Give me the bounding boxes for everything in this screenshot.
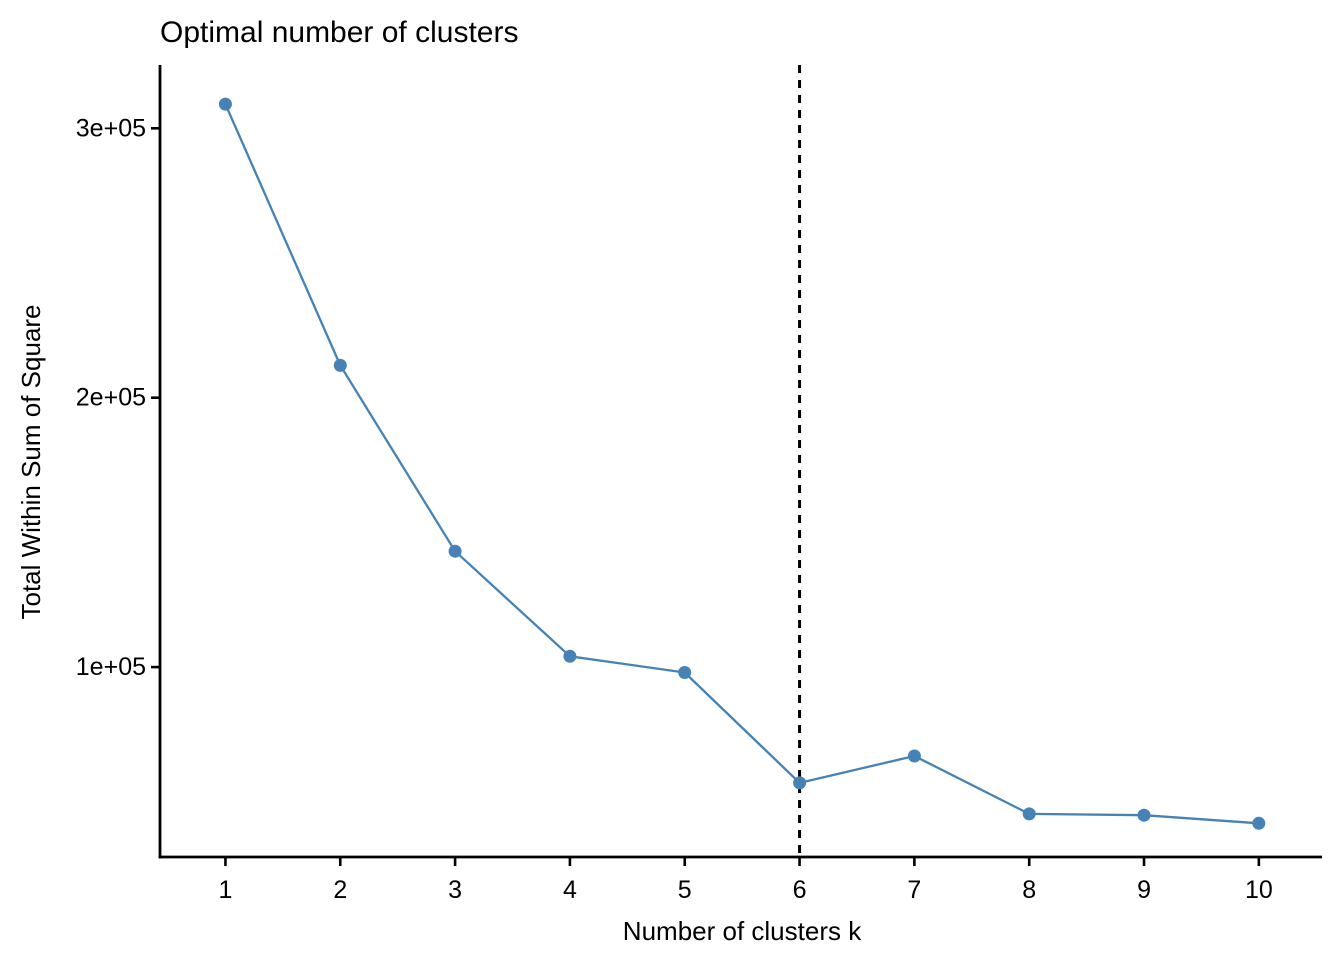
y-tick-label: 3e+05: [76, 114, 146, 142]
x-axis-label: Number of clusters k: [623, 916, 862, 946]
data-point-k3: [448, 544, 462, 558]
data-point-k5: [678, 666, 692, 679]
wss-line-series: [218, 97, 1266, 830]
x-tick-label: 5: [678, 876, 692, 904]
x-tick-label: 2: [333, 876, 347, 904]
data-point-k4: [563, 649, 577, 663]
data-point-k1: [218, 97, 232, 111]
chart-title: Optimal number of clusters: [160, 16, 518, 49]
x-tick-label: 7: [907, 876, 921, 904]
x-tick-label: 8: [1022, 876, 1036, 904]
y-axis-label: Total Within Sum of Square: [16, 304, 46, 619]
data-point-k2: [333, 358, 347, 372]
x-tick-label: 3: [448, 876, 462, 904]
axes-layer: 1 2 3 4 5 6 7 8 9 10 1e+05 2e+05 3e+05: [76, 65, 1322, 904]
x-tick-label: 1: [218, 876, 232, 904]
data-point-k10: [1252, 816, 1266, 830]
x-tick-label: 6: [793, 876, 807, 904]
data-point-k6: [793, 776, 807, 790]
y-tick-label: 2e+05: [76, 384, 146, 412]
x-tick-label: 10: [1245, 876, 1273, 904]
y-tick-label: 1e+05: [76, 653, 146, 681]
data-point-k9: [1137, 808, 1151, 822]
x-tick-label: 9: [1137, 876, 1151, 904]
data-point-k7: [907, 749, 921, 763]
data-point-k8: [1022, 807, 1036, 821]
x-tick-label: 4: [563, 876, 577, 904]
wss-line: [224, 103, 1259, 825]
